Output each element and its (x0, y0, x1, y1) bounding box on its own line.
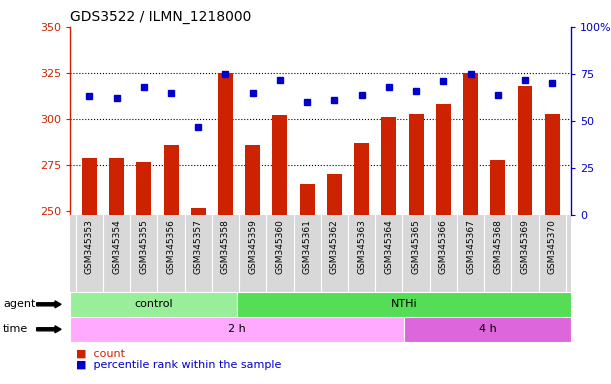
Text: GSM345370: GSM345370 (547, 219, 557, 274)
Bar (463, 73, 478, 215)
Bar (354, 143, 369, 215)
Text: GSM345365: GSM345365 (412, 219, 420, 274)
Bar (404, 317, 571, 342)
Bar (70, 292, 237, 317)
Bar (218, 73, 233, 215)
Bar (409, 114, 423, 215)
Text: GSM345354: GSM345354 (112, 219, 121, 274)
Bar (299, 184, 315, 215)
Bar (381, 117, 397, 215)
Bar (327, 174, 342, 215)
Bar (490, 160, 505, 215)
Text: GSM345364: GSM345364 (384, 219, 393, 274)
Text: GSM345358: GSM345358 (221, 219, 230, 274)
Text: GSM345356: GSM345356 (167, 219, 175, 274)
Bar (191, 208, 206, 215)
Bar (136, 162, 152, 215)
Text: GDS3522 / ILMN_1218000: GDS3522 / ILMN_1218000 (70, 10, 252, 25)
Bar (545, 114, 560, 215)
Text: NTHi: NTHi (391, 299, 417, 310)
Bar (82, 158, 97, 215)
Text: 4 h: 4 h (479, 324, 497, 334)
Bar (70, 215, 571, 292)
Text: ■  count: ■ count (76, 348, 125, 358)
Bar (237, 292, 571, 317)
Bar (109, 158, 124, 215)
Bar (436, 104, 451, 215)
Text: GSM345360: GSM345360 (276, 219, 285, 274)
Text: control: control (134, 299, 173, 310)
Bar (245, 145, 260, 215)
Bar (70, 317, 404, 342)
Text: GSM345363: GSM345363 (357, 219, 366, 274)
Text: ■  percentile rank within the sample: ■ percentile rank within the sample (76, 360, 282, 370)
Text: GSM345359: GSM345359 (248, 219, 257, 274)
Bar (518, 86, 532, 215)
Text: 2 h: 2 h (229, 324, 246, 334)
Text: GSM345357: GSM345357 (194, 219, 203, 274)
Text: GSM345361: GSM345361 (302, 219, 312, 274)
Text: GSM345368: GSM345368 (493, 219, 502, 274)
Text: GSM345362: GSM345362 (330, 219, 339, 274)
Text: GSM345369: GSM345369 (521, 219, 530, 274)
Text: GSM345367: GSM345367 (466, 219, 475, 274)
Text: GSM345355: GSM345355 (139, 219, 148, 274)
Text: GSM345353: GSM345353 (85, 219, 94, 274)
Text: GSM345366: GSM345366 (439, 219, 448, 274)
Bar (273, 116, 287, 215)
Text: time: time (3, 324, 28, 334)
Text: agent: agent (3, 299, 35, 310)
Bar (164, 145, 178, 215)
